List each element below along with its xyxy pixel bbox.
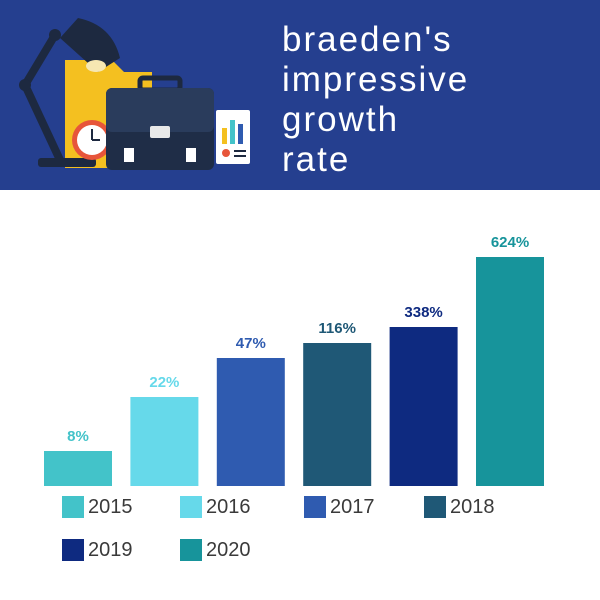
report-chart-icon [216,110,250,164]
briefcase-icon [106,75,214,170]
title-line: impressive [282,60,470,99]
bar-2020 [476,257,544,486]
title-line: growth [282,100,400,139]
bar-value-label: 8% [67,428,89,445]
bar-2017 [216,358,285,486]
bar-2018 [303,343,372,486]
bar-2016 [130,397,199,486]
growth-bar-chart: 8% 22% 47% 116% 338% 624% [44,234,544,486]
bar-value-label: 338% [404,304,442,321]
bar-2015 [44,451,112,486]
page-title: braeden's impressive growth rate [282,20,592,180]
office-illustration [19,18,250,170]
bar-value-label: 116% [318,320,356,337]
desk-lamp-icon [19,18,120,167]
title-line: rate [282,140,351,179]
alarm-clock-icon [72,120,112,160]
header-banner: braeden's impressive growth rate [0,0,600,190]
bar-value-label: 47% [236,335,266,352]
title-line: braeden's [282,20,453,59]
bar-2019 [389,327,458,486]
bar-value-label: 22% [149,374,179,391]
bar-value-label: 624% [491,234,529,251]
